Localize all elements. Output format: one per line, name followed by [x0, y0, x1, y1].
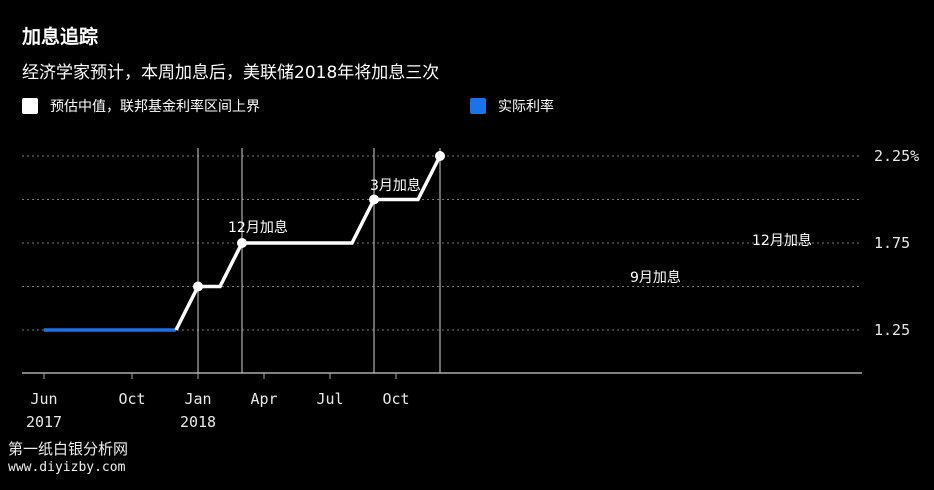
hike-annotation-label: 3月加息 [370, 177, 421, 194]
hike-annotation-label: 12月加息 [752, 232, 812, 249]
x-tick-label: Oct [382, 390, 409, 408]
x-tick-label: Jul [316, 390, 343, 408]
y-tick-label: 1.75 [874, 234, 910, 252]
x-tick-label: Jan [184, 390, 211, 408]
x-tick-sublabel: 2017 [26, 413, 62, 431]
hike-marker-dot [435, 151, 445, 161]
chart-subtitle: 经济学家预计，本周加息后，美联储2018年将加息三次 [22, 63, 440, 83]
chart-title: 加息追踪 [22, 26, 99, 48]
legend-label-forecast: 预估中值，联邦基金利率区间上界 [50, 99, 260, 115]
y-tick-label: 1.25 [874, 321, 910, 339]
watermark-title: 第一纸白银分析网 [8, 440, 129, 458]
x-tick-label: Oct [118, 390, 145, 408]
legend-label-actual: 实际利率 [498, 99, 554, 115]
legend-item-forecast: 预估中值，联邦基金利率区间上界 [22, 96, 260, 116]
x-tick-label: Apr [250, 390, 277, 408]
hike-marker-dot [193, 281, 203, 292]
y-tick-label: 2.25% [874, 147, 919, 165]
x-tick-label: Jun [30, 390, 57, 408]
hike-annotation-label: 12月加息 [228, 219, 288, 236]
hike-marker-dot [237, 238, 247, 248]
chart-plot: 1.25 1.75 2.25% Jun 2017 Oct Jan 2018 Apr Jul Oct 1… [22, 147, 919, 431]
watermark-url: www.diyizby.com [8, 460, 126, 475]
legend-item-actual: 实际利率 [470, 96, 554, 116]
hike-annotation-label: 9月加息 [630, 269, 681, 286]
legend-swatch-actual [470, 98, 486, 114]
hike-marker-dot [369, 194, 379, 205]
legend-swatch-forecast [22, 98, 38, 114]
x-tick-sublabel: 2018 [180, 413, 216, 431]
